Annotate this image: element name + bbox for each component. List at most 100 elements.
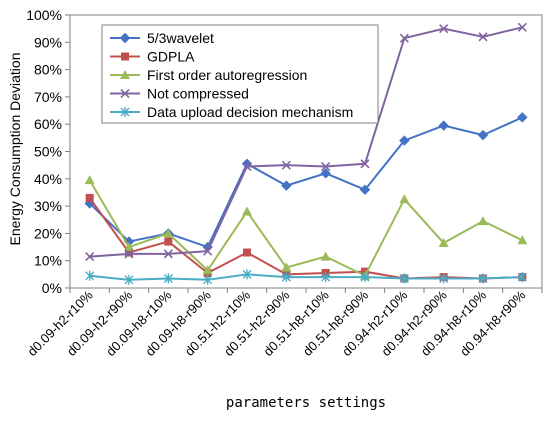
data-point bbox=[438, 237, 449, 247]
data-point bbox=[399, 33, 409, 43]
data-point bbox=[203, 274, 213, 285]
data-point bbox=[321, 161, 331, 172]
data-point bbox=[120, 70, 130, 79]
diamond-marker bbox=[359, 184, 371, 195]
diamond-marker bbox=[438, 120, 449, 131]
diamond-marker bbox=[281, 180, 292, 191]
triangle-marker bbox=[517, 235, 528, 245]
triangle-marker bbox=[242, 206, 252, 216]
x-marker-stroke bbox=[360, 159, 370, 169]
legend-label: Not compressed bbox=[147, 86, 249, 102]
triangle-marker bbox=[163, 228, 174, 238]
data-point bbox=[85, 270, 95, 281]
legend-label: First order autoregression bbox=[147, 67, 307, 83]
triangle-marker bbox=[124, 242, 134, 252]
y-tick-label: 70% bbox=[34, 89, 62, 105]
x-marker-stroke bbox=[439, 24, 449, 34]
triangle-marker bbox=[120, 70, 130, 79]
data-point bbox=[478, 273, 488, 284]
series-0 bbox=[84, 112, 528, 253]
x-marker-stroke bbox=[399, 33, 409, 43]
triangle-marker bbox=[438, 237, 449, 247]
data-point bbox=[517, 235, 528, 245]
y-axis-label: Energy Consumption Deviation bbox=[7, 53, 23, 246]
y-tick-label: 90% bbox=[34, 34, 62, 50]
data-point bbox=[202, 265, 213, 275]
data-point bbox=[281, 272, 291, 283]
y-tick-label: 100% bbox=[26, 7, 62, 23]
x-marker-stroke bbox=[281, 160, 291, 170]
data-point bbox=[120, 107, 130, 117]
data-point bbox=[119, 32, 131, 44]
y-tick-label: 0% bbox=[42, 280, 62, 296]
data-point bbox=[163, 249, 173, 259]
x-marker-stroke bbox=[242, 161, 252, 172]
data-point bbox=[517, 22, 527, 32]
x-marker-stroke bbox=[124, 249, 134, 259]
data-point bbox=[360, 272, 370, 283]
x-marker-stroke bbox=[478, 32, 488, 42]
x-marker-stroke bbox=[203, 246, 213, 256]
y-tick-label: 40% bbox=[34, 171, 62, 187]
legend-frame bbox=[101, 24, 379, 124]
data-point bbox=[320, 251, 331, 261]
data-point bbox=[439, 273, 449, 284]
data-point bbox=[478, 216, 488, 226]
data-point bbox=[438, 120, 449, 131]
diamond-marker bbox=[517, 112, 528, 123]
triangle-marker bbox=[84, 175, 95, 185]
y-tick-label: 20% bbox=[34, 225, 62, 241]
series-layer bbox=[84, 22, 528, 285]
data-point bbox=[399, 273, 409, 284]
data-point bbox=[124, 249, 134, 259]
data-point bbox=[242, 206, 252, 216]
data-point bbox=[121, 52, 129, 61]
data-point bbox=[120, 88, 130, 99]
data-point bbox=[281, 262, 292, 272]
triangle-marker bbox=[399, 194, 410, 204]
data-point bbox=[320, 168, 331, 179]
data-point bbox=[84, 175, 95, 185]
data-point bbox=[517, 112, 528, 123]
data-point bbox=[164, 237, 173, 246]
data-point bbox=[124, 274, 134, 285]
data-point bbox=[163, 273, 173, 284]
data-point bbox=[281, 180, 292, 191]
square-marker bbox=[85, 193, 94, 202]
data-point bbox=[321, 272, 331, 283]
x-marker-stroke bbox=[163, 249, 173, 259]
data-point bbox=[281, 160, 291, 170]
legend-label: Data upload decision mechanism bbox=[147, 104, 353, 120]
data-point bbox=[517, 272, 527, 283]
triangle-marker bbox=[202, 265, 213, 275]
data-point bbox=[124, 242, 134, 252]
diamond-marker bbox=[399, 135, 410, 146]
legend-item: 5/3wavelet bbox=[110, 30, 214, 46]
square-marker bbox=[243, 248, 251, 257]
data-point bbox=[85, 193, 94, 202]
legend-item: Data upload decision mechanism bbox=[110, 104, 353, 120]
data-point bbox=[478, 32, 488, 42]
series-2 bbox=[84, 175, 528, 280]
diamond-marker bbox=[119, 32, 131, 44]
x-marker-stroke bbox=[85, 252, 95, 262]
square-marker bbox=[121, 52, 129, 61]
x-marker-stroke bbox=[120, 88, 130, 99]
data-point bbox=[360, 159, 370, 169]
diamond-marker bbox=[477, 129, 489, 141]
x-marker-stroke bbox=[517, 22, 527, 32]
legend-item: GDPLA bbox=[110, 49, 195, 65]
y-tick-label: 80% bbox=[34, 62, 62, 78]
legend-label: 5/3wavelet bbox=[147, 30, 214, 46]
data-point bbox=[125, 248, 133, 257]
y-tick-label: 30% bbox=[34, 198, 62, 214]
series-line bbox=[88, 116, 523, 249]
series-line bbox=[88, 179, 523, 278]
square-marker bbox=[125, 248, 133, 257]
x-tick-label: d0.09-h2-r10% bbox=[24, 287, 96, 359]
triangle-marker bbox=[478, 216, 488, 226]
series-3 bbox=[85, 22, 527, 262]
x-axis-label: parameters settings bbox=[226, 395, 386, 411]
y-tick-label: 50% bbox=[34, 144, 62, 160]
